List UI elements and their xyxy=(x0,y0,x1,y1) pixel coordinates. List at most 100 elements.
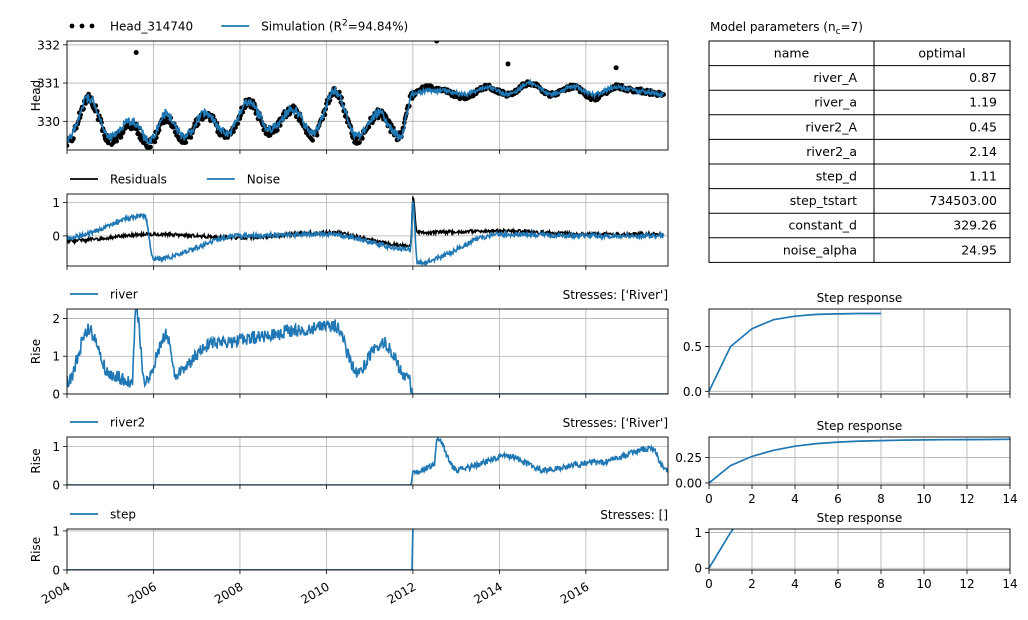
step-xtick-label: 2014 xyxy=(471,579,504,606)
table-cell-optimal: 1.19 xyxy=(969,95,997,110)
table-cell-optimal: 0.87 xyxy=(969,70,997,85)
step_response_step-frame xyxy=(708,528,1011,571)
step_response_step-series-0 xyxy=(709,529,735,569)
residuals-ytick-label: 0 xyxy=(52,229,60,243)
river-ytick-label: 1 xyxy=(52,350,60,364)
step_response_river2-xtick-label: 0 xyxy=(705,492,713,506)
step_response_river-ytick-label: 0.5 xyxy=(683,340,702,354)
legend-label: river xyxy=(110,288,138,302)
head-ytick-label: 331 xyxy=(37,77,60,91)
table-cell-name: step_tstart xyxy=(790,193,857,208)
residuals-ytick-label: 1 xyxy=(52,196,60,210)
legend-marker xyxy=(89,23,95,29)
observation-point xyxy=(310,138,316,143)
table-header-optimal: optimal xyxy=(918,46,965,61)
step_response_step-xtick-label: 6 xyxy=(834,577,842,591)
legend-marker xyxy=(79,23,85,29)
parameters-table: Model parameters (nc=7) xyxy=(708,20,1011,263)
step-frame xyxy=(66,528,669,571)
step_response_step-xtick-label: 12 xyxy=(959,577,974,591)
table-cell-optimal: 329.26 xyxy=(953,218,997,233)
step_response_step-plot-area xyxy=(709,529,1010,570)
table-cell-optimal: 24.95 xyxy=(961,242,997,257)
step_response_river2-series-0 xyxy=(709,438,1010,484)
step_response_river2-ytick-label: 0.25 xyxy=(675,451,702,465)
river2-ytick-label: 1 xyxy=(52,440,60,454)
step-series-0 xyxy=(67,529,414,570)
step_response_river-series-0 xyxy=(709,312,881,392)
observation-point xyxy=(357,140,362,145)
river2-frame xyxy=(66,436,669,486)
step-xtick-label: 2008 xyxy=(212,579,245,606)
observation-point xyxy=(120,130,126,135)
table-cell-optimal: 0.45 xyxy=(969,119,997,134)
observation-point xyxy=(505,61,511,67)
observation-point xyxy=(360,136,365,141)
observation-point xyxy=(235,121,241,126)
observation-point xyxy=(275,127,280,133)
step_response_river2-ytick-label: 0.00 xyxy=(675,476,702,490)
step_response_step-xtick-label: 0 xyxy=(705,577,713,591)
river2-plot-area xyxy=(67,437,668,485)
step_response_river-plot-area xyxy=(709,309,1010,394)
head-legend-entry-0 xyxy=(69,23,95,29)
river-ytick-label: 0 xyxy=(52,388,60,402)
table-cell-optimal: 2.14 xyxy=(969,144,997,159)
table-cell-name: step_d xyxy=(816,169,857,184)
observation-point xyxy=(118,135,124,140)
head-ytick-label: 332 xyxy=(37,38,60,52)
step-ylabel: Rise xyxy=(29,537,43,562)
river-frame xyxy=(66,308,669,395)
table-cell-name: river2_A xyxy=(805,119,857,134)
observation-point xyxy=(188,135,194,140)
table-cell-name: constant_d xyxy=(788,218,857,233)
table-cell-name: river_a xyxy=(814,95,857,110)
legend-label: Simulation (R2=94.84%) xyxy=(261,19,408,34)
step_response_river2-title: Step response xyxy=(817,419,903,433)
step_response_step-ytick-label: 0 xyxy=(694,562,702,576)
head-plot-area xyxy=(67,41,668,150)
head-legend-entry-1: Simulation (R2=94.84%) xyxy=(221,19,408,34)
step-xtick-label: 2016 xyxy=(558,579,591,606)
step_response_river2-xtick-label: 12 xyxy=(959,492,974,506)
observation-point xyxy=(105,140,111,146)
observation-point xyxy=(225,135,230,140)
step_response_river2-xtick-label: 10 xyxy=(916,492,931,506)
table-cell-name: river_A xyxy=(813,70,857,85)
step_response_river2-xtick-label: 2 xyxy=(748,492,756,506)
observation-point xyxy=(67,143,70,148)
table-border xyxy=(708,40,1011,263)
step_response_river2-xtick-label: 4 xyxy=(791,492,799,506)
observation-point xyxy=(152,139,158,145)
step_response_river2-xtick-label: 14 xyxy=(1002,492,1017,506)
head-ytick-label: 330 xyxy=(37,115,60,129)
step_response_step-xtick-label: 2 xyxy=(748,577,756,591)
river2-ytick-label: 0 xyxy=(52,479,60,493)
step-xtick-label: 2004 xyxy=(39,579,72,606)
observation-point xyxy=(114,138,119,144)
step_response_step-title: Step response xyxy=(817,511,903,525)
step_response_river-title: Step response xyxy=(817,291,903,305)
river2-stress-title: Stresses: ['River'] xyxy=(563,416,668,430)
legend-label: Head_314740 xyxy=(110,20,193,34)
step_response_river-ytick-label: 0.0 xyxy=(683,385,702,399)
river2-ylabel: Rise xyxy=(29,448,43,473)
step-plot-area xyxy=(67,529,668,570)
residuals-series-1 xyxy=(67,199,665,266)
step_response_river2-xtick-label: 8 xyxy=(877,492,885,506)
legend-label: Residuals xyxy=(110,173,167,187)
parameters-table-title: Model parameters (nc=7) xyxy=(710,20,863,37)
table-cell-name: noise_alpha xyxy=(783,242,857,257)
step_response_river2-frame xyxy=(708,436,1011,486)
step-ytick-label: 0 xyxy=(52,564,60,578)
table-cell-name: river2_a xyxy=(806,144,857,159)
step_response_step-xtick-label: 8 xyxy=(877,577,885,591)
legend-label: river2 xyxy=(110,416,145,430)
river-plot-area xyxy=(67,309,668,394)
step-xtick-label: 2006 xyxy=(126,579,159,606)
step_response_step-xtick-label: 4 xyxy=(791,577,799,591)
head-frame xyxy=(66,40,669,151)
step-stress-title: Stresses: [] xyxy=(600,508,668,522)
residuals-plot-area xyxy=(67,194,668,266)
